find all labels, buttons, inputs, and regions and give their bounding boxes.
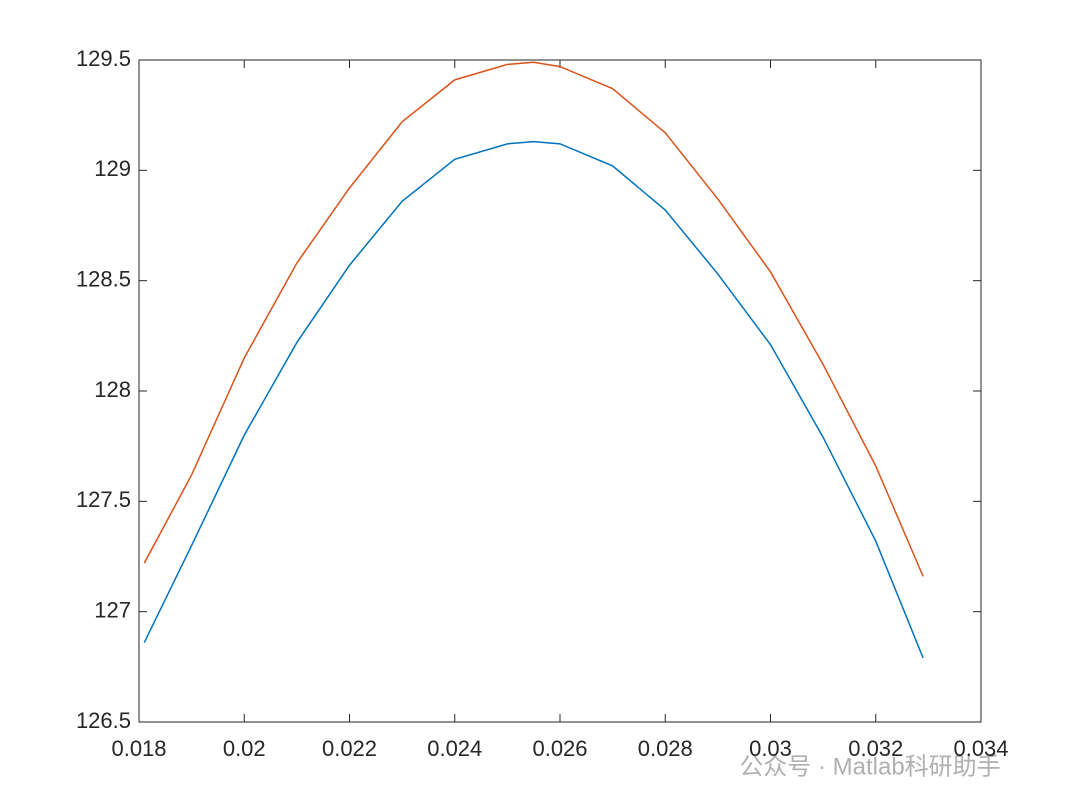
y-tick-label: 127	[94, 597, 131, 622]
watermark: 公众号 · Matlab科研助手	[739, 753, 1000, 780]
y-tick-label: 128	[94, 377, 131, 402]
x-tick-label: 0.022	[322, 736, 377, 761]
y-tick-label: 129.5	[76, 46, 131, 71]
x-tick-label: 0.034	[953, 736, 1008, 761]
y-tick-label: 127.5	[76, 487, 131, 512]
data-line	[143, 61, 924, 577]
axes-box	[138, 59, 982, 723]
data-line	[143, 140, 924, 659]
y-tick-label: 126.5	[76, 708, 131, 733]
x-tick-label: 0.018	[111, 736, 166, 761]
x-tick-label: 0.032	[848, 736, 903, 761]
x-tick-label: 0.024	[427, 736, 482, 761]
y-tick-label: 128.5	[76, 266, 131, 291]
x-tick-label: 0.02	[223, 736, 266, 761]
x-tick-label: 0.03	[749, 736, 792, 761]
x-tick-label: 0.028	[638, 736, 693, 761]
x-tick-label: 0.026	[532, 736, 587, 761]
y-tick-label: 129	[94, 156, 131, 181]
